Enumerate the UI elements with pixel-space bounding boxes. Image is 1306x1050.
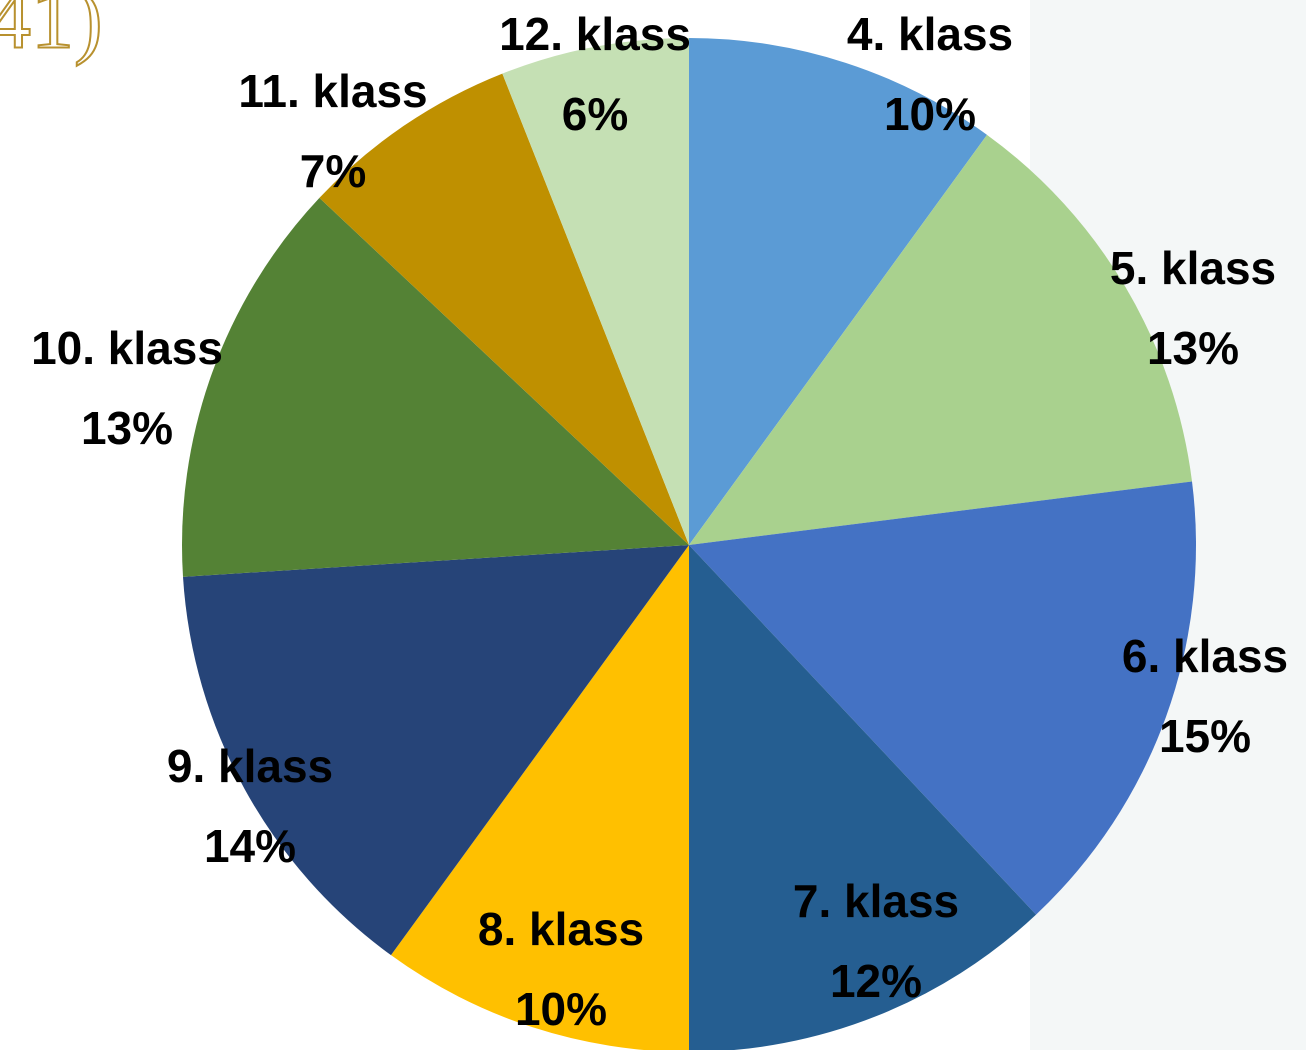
category-label: 12. klass [499, 8, 691, 60]
value-label: 10% [884, 88, 976, 140]
pie-slice [689, 38, 988, 545]
pie-slice [689, 134, 1193, 546]
pie-slice [183, 545, 690, 956]
category-label: 7. klass [793, 875, 959, 927]
corner-text: 41) [0, 0, 103, 67]
value-label: 7% [300, 145, 366, 197]
pie-slice [390, 545, 689, 1050]
value-label: 13% [81, 402, 173, 454]
category-label: 4. klass [847, 8, 1013, 60]
pie-slice [689, 481, 1196, 915]
pie-slice [319, 73, 689, 545]
category-label: 10. klass [31, 322, 223, 374]
category-label: 11. klass [238, 65, 427, 117]
category-label: 6. klass [1122, 630, 1288, 682]
pie-slice [502, 38, 689, 545]
pie-slice [182, 197, 689, 577]
pie-slice [689, 545, 1037, 1050]
value-label: 6% [562, 88, 628, 140]
value-label: 10% [515, 983, 607, 1035]
value-label: 13% [1147, 322, 1239, 374]
value-label: 12% [830, 955, 922, 1007]
pie [182, 38, 1196, 1050]
category-label: 9. klass [167, 740, 333, 792]
value-label: 15% [1159, 710, 1251, 762]
value-label: 14% [204, 820, 296, 872]
labels: 4. klass 10% 5. klass 13% 6. klass 15% 7. klas… [31, 8, 1288, 1035]
category-label: 8. klass [478, 903, 644, 955]
category-label: 5. klass [1110, 242, 1276, 294]
